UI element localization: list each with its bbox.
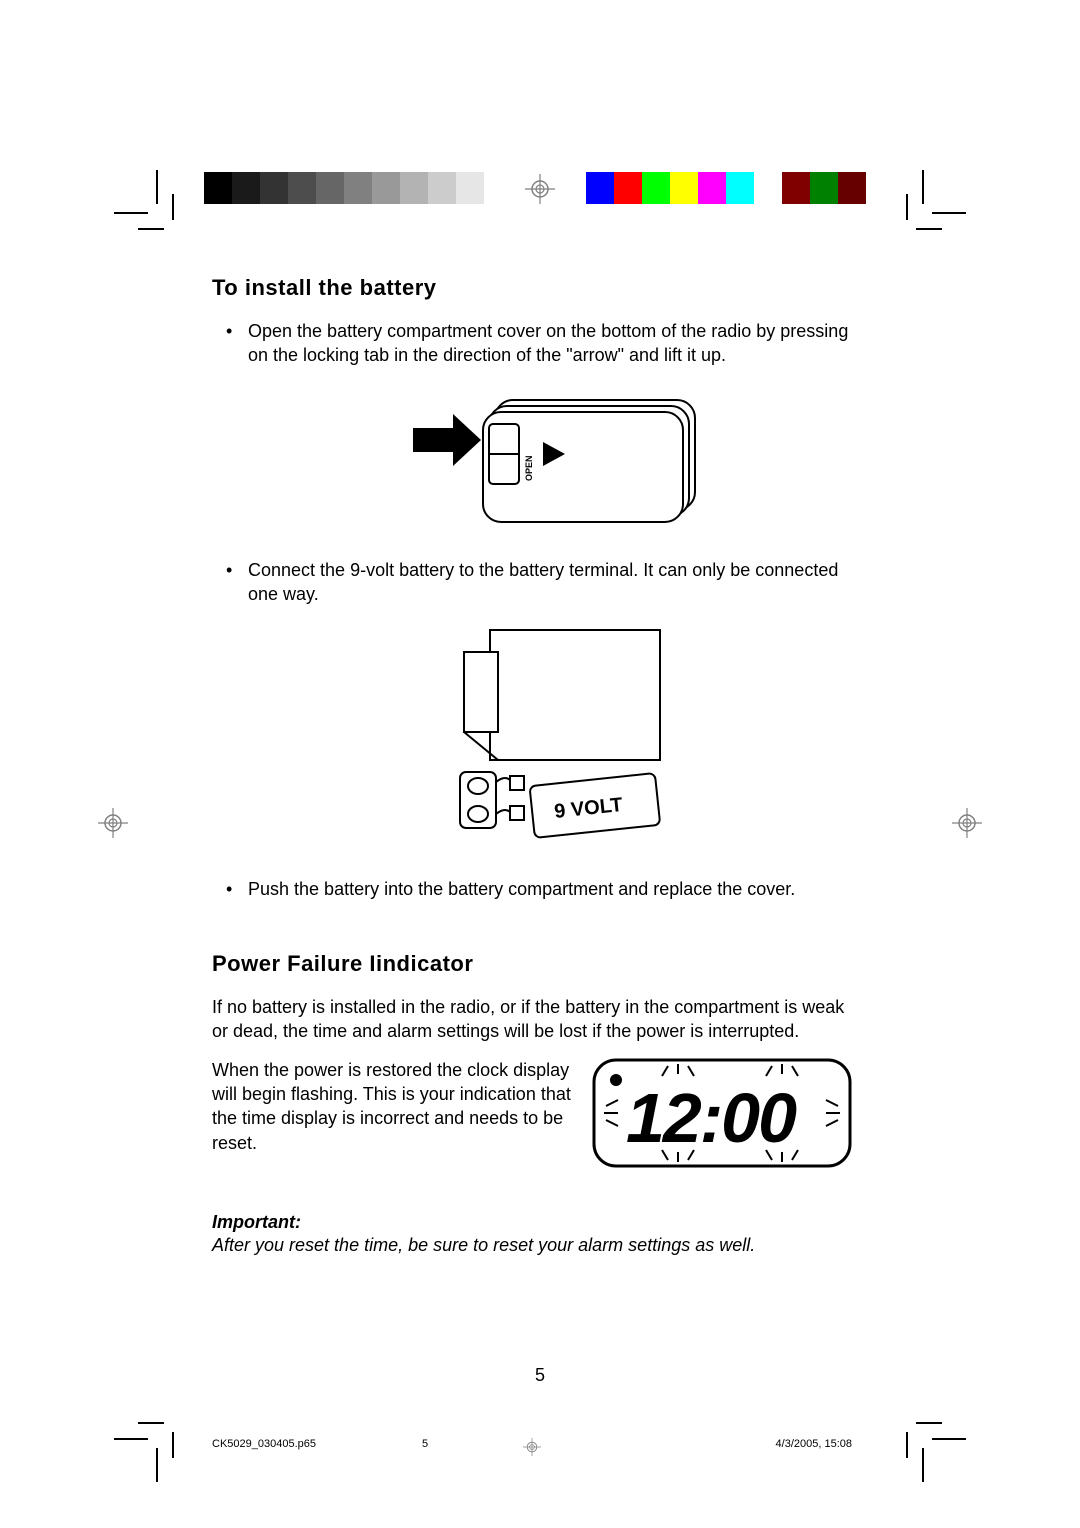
footer-sheet: 5 bbox=[422, 1438, 428, 1450]
important-body: After you reset the time, be sure to res… bbox=[212, 1233, 852, 1257]
page: To install the battery Open the battery … bbox=[0, 0, 1080, 1528]
content-area: To install the battery Open the battery … bbox=[212, 275, 852, 1257]
footer-filename: CK5029_030405.p65 bbox=[212, 1438, 316, 1450]
grayscale-bar bbox=[204, 172, 484, 204]
open-label: OPEN bbox=[524, 455, 534, 481]
list-item: Push the battery into the battery compar… bbox=[212, 877, 852, 901]
clock-time: 12:00 bbox=[626, 1079, 797, 1157]
figure-clock-display: 12:00 bbox=[592, 1058, 852, 1168]
bullet-list-1: Open the battery compartment cover on th… bbox=[212, 319, 852, 901]
two-column-row: When the power is restored the clock dis… bbox=[212, 1058, 852, 1168]
color-bar bbox=[586, 172, 866, 204]
footer-line: CK5029_030405.p65 5 4/3/2005, 15:08 bbox=[212, 1438, 852, 1450]
paragraph: When the power is restored the clock dis… bbox=[212, 1058, 576, 1155]
figure-9volt-battery: 9 VOLT bbox=[248, 622, 852, 848]
figure-battery-door: OPEN bbox=[248, 384, 852, 530]
bullet-text: Push the battery into the battery compar… bbox=[248, 879, 795, 899]
bullet-text: Connect the 9-volt battery to the batter… bbox=[248, 560, 838, 604]
list-item: Open the battery compartment cover on th… bbox=[212, 319, 852, 530]
registration-mark-icon bbox=[525, 174, 555, 204]
section-heading-power-failure: Power Failure Iindicator bbox=[212, 951, 852, 977]
registration-mark-icon bbox=[98, 808, 128, 838]
important-label: Important: bbox=[212, 1212, 852, 1233]
page-number: 5 bbox=[0, 1365, 1080, 1386]
footer-datetime: 4/3/2005, 15:08 bbox=[776, 1438, 852, 1450]
registration-mark-icon bbox=[952, 808, 982, 838]
registration-mark-icon bbox=[523, 1438, 541, 1456]
list-item: Connect the 9-volt battery to the batter… bbox=[212, 558, 852, 849]
section-heading-install-battery: To install the battery bbox=[212, 275, 852, 301]
bullet-text: Open the battery compartment cover on th… bbox=[248, 321, 848, 365]
paragraph: If no battery is installed in the radio,… bbox=[212, 995, 852, 1044]
